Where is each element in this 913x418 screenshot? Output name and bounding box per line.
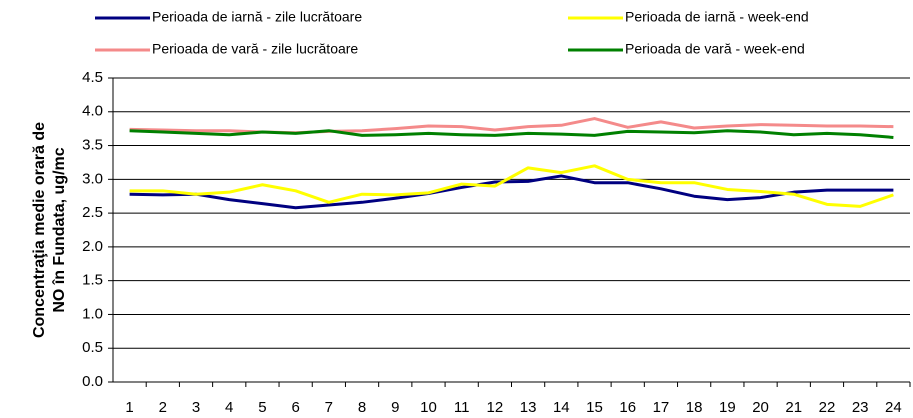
x-tick-label: 16 (619, 399, 636, 416)
x-tick-label: 8 (358, 399, 366, 416)
x-tick-label: 5 (258, 399, 266, 416)
y-tick-label: 2.5 (82, 204, 103, 221)
x-tick-label: 20 (752, 399, 769, 416)
x-tick-label: 13 (520, 399, 537, 416)
x-tick-label: 1 (125, 399, 133, 416)
x-tick-label: 24 (885, 399, 902, 416)
x-tick-label: 12 (487, 399, 504, 416)
y-tick-label: 0.5 (82, 339, 103, 356)
series-line (129, 174, 894, 210)
y-tick-label: 3.5 (82, 137, 103, 154)
y-tick-label: 1.0 (82, 305, 103, 322)
y-tick-label: 4.0 (82, 103, 103, 120)
x-tick-label: 10 (420, 399, 437, 416)
x-tick-label: 17 (653, 399, 670, 416)
x-tick-label: 19 (719, 399, 736, 416)
legend-label: Perioada de vară - week-end (625, 41, 805, 57)
legend-label: Perioada de iarnă - week-end (625, 9, 809, 25)
x-tick-label: 23 (852, 399, 869, 416)
y-label-line: NO în Fundata, ug/mc (51, 147, 68, 312)
x-tick-label: 18 (686, 399, 703, 416)
x-tick-label: 3 (192, 399, 200, 416)
y-tick-label: 4.5 (82, 69, 103, 86)
series-line (129, 129, 894, 139)
y-axis-label: Concentraţia medie orară de NO în Fundat… (31, 122, 68, 338)
y-tick-label: 1.5 (82, 272, 103, 289)
x-tick-label: 9 (391, 399, 399, 416)
y-tick-label: 2.0 (82, 238, 103, 255)
x-tick-label: 21 (785, 399, 802, 416)
x-tick-label: 6 (291, 399, 299, 416)
y-tick-label: 0.0 (82, 373, 103, 390)
x-tick-label: 4 (225, 399, 233, 416)
legend-label: Perioada de iarnă - zile lucrătoare (152, 9, 362, 25)
series-line (129, 117, 894, 135)
x-tick-label: 22 (819, 399, 836, 416)
y-label-line: Concentraţia medie orară de (31, 122, 48, 338)
x-tick-label: 11 (454, 399, 470, 416)
series-line (129, 164, 894, 208)
x-tick-label: 15 (586, 399, 603, 416)
x-tick-label: 14 (553, 399, 570, 416)
x-tick-label: 7 (325, 399, 333, 416)
x-tick-label: 2 (159, 399, 167, 416)
legend-label: Perioada de vară - zile lucrătoare (152, 41, 358, 57)
y-tick-label: 3.0 (82, 170, 103, 187)
